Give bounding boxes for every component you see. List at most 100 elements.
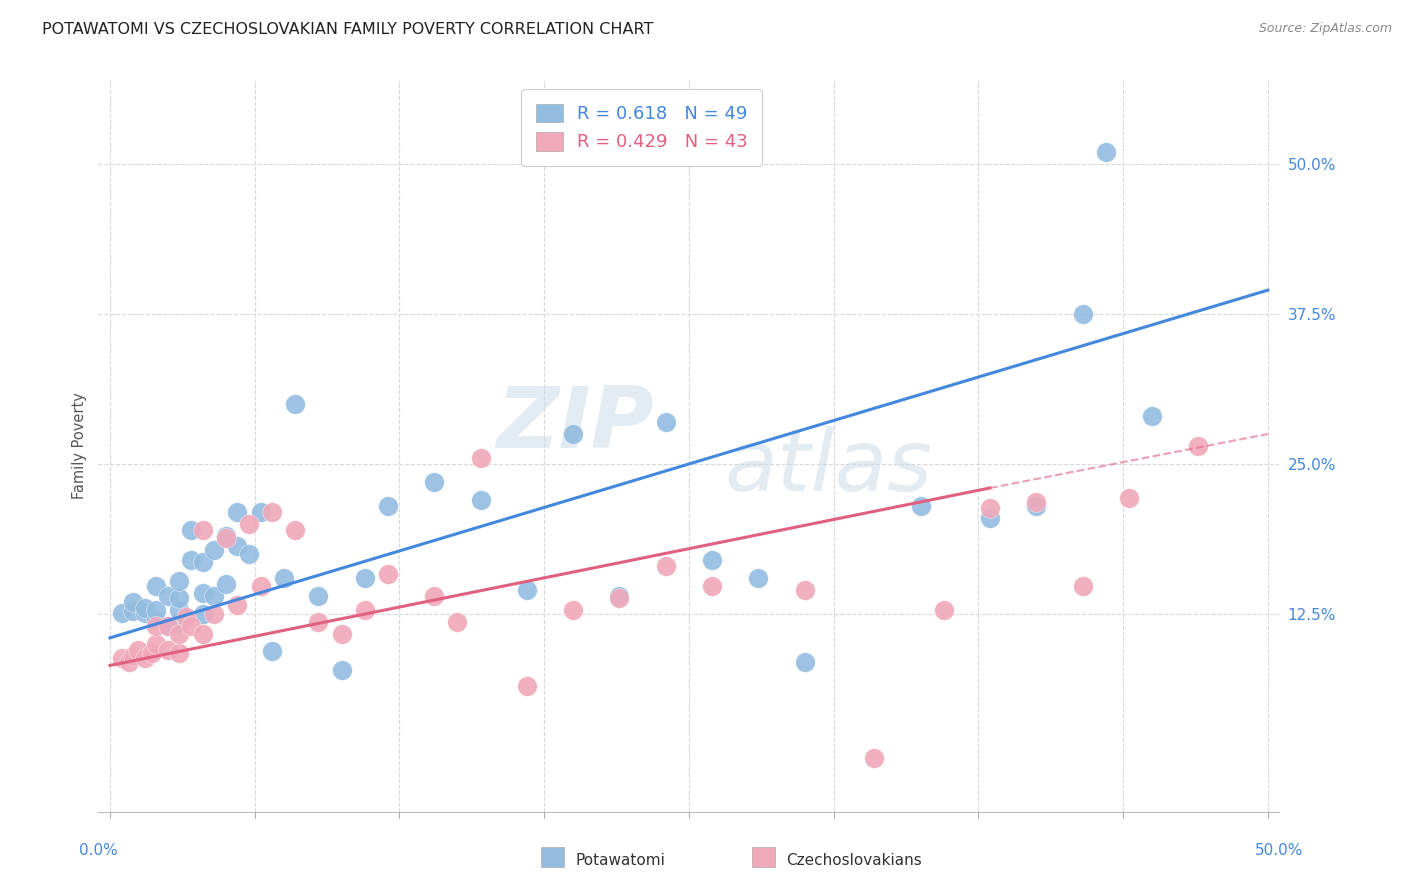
Point: [238, 516, 260, 531]
Point: [609, 591, 631, 606]
Point: [609, 589, 631, 603]
Point: [470, 450, 492, 465]
Point: [249, 505, 271, 519]
Point: [562, 427, 585, 442]
Point: [747, 571, 769, 585]
Point: [191, 607, 214, 621]
Point: [793, 582, 815, 597]
Point: [169, 574, 191, 589]
Point: [1118, 491, 1140, 505]
Point: [700, 579, 723, 593]
Point: [562, 603, 585, 617]
Point: [215, 577, 238, 591]
Point: [180, 553, 202, 567]
Point: [273, 571, 295, 585]
Point: [110, 651, 132, 665]
Point: [202, 543, 225, 558]
Point: [655, 558, 678, 573]
Point: [169, 627, 191, 641]
Text: Czechoslovakians: Czechoslovakians: [786, 854, 922, 868]
Point: [156, 589, 179, 603]
Point: [910, 499, 932, 513]
Legend: R = 0.618   N = 49, R = 0.429   N = 43: R = 0.618 N = 49, R = 0.429 N = 43: [522, 89, 762, 166]
Point: [145, 637, 167, 651]
Point: [979, 501, 1001, 516]
Point: [377, 499, 399, 513]
Point: [249, 579, 271, 593]
Point: [215, 532, 238, 546]
Point: [307, 615, 329, 630]
Point: [134, 606, 156, 620]
Point: [1025, 495, 1047, 509]
Point: [202, 589, 225, 603]
Point: [863, 751, 886, 765]
Point: [377, 567, 399, 582]
Point: [169, 615, 191, 630]
Text: Potawatomi: Potawatomi: [575, 854, 665, 868]
Point: [169, 591, 191, 606]
Point: [117, 655, 139, 669]
Point: [122, 648, 145, 663]
Point: [226, 505, 249, 519]
Point: [655, 415, 678, 429]
Point: [700, 553, 723, 567]
Point: [122, 605, 145, 619]
Point: [156, 619, 179, 633]
Point: [156, 619, 179, 633]
Y-axis label: Family Poverty: Family Poverty: [72, 392, 87, 500]
Point: [145, 613, 167, 627]
Point: [180, 523, 202, 537]
Point: [202, 607, 225, 621]
Point: [1071, 579, 1094, 593]
Point: [191, 627, 214, 641]
Point: [122, 595, 145, 609]
Text: atlas: atlas: [724, 426, 932, 509]
Text: ZIP: ZIP: [496, 383, 654, 466]
Point: [1140, 409, 1163, 423]
Point: [169, 603, 191, 617]
Point: [127, 643, 149, 657]
Point: [932, 603, 955, 617]
Point: [516, 679, 538, 693]
Point: [110, 606, 132, 620]
Point: [353, 603, 375, 617]
Point: [284, 397, 307, 411]
Point: [353, 571, 375, 585]
Point: [191, 523, 214, 537]
Point: [134, 651, 156, 665]
Point: [141, 647, 163, 661]
Point: [1025, 499, 1047, 513]
Point: [191, 586, 214, 600]
Text: 50.0%: 50.0%: [1256, 843, 1303, 858]
Point: [134, 600, 156, 615]
Point: [145, 603, 167, 617]
Point: [226, 539, 249, 553]
Point: [215, 529, 238, 543]
Text: 0.0%: 0.0%: [79, 843, 118, 858]
Text: Source: ZipAtlas.com: Source: ZipAtlas.com: [1258, 22, 1392, 36]
Point: [191, 555, 214, 569]
Point: [307, 589, 329, 603]
Point: [180, 619, 202, 633]
Point: [262, 644, 284, 658]
Point: [979, 511, 1001, 525]
Point: [446, 615, 468, 630]
Point: [145, 579, 167, 593]
Point: [1094, 145, 1116, 160]
Point: [793, 655, 815, 669]
Point: [169, 647, 191, 661]
Point: [176, 610, 198, 624]
Point: [284, 523, 307, 537]
Point: [1071, 307, 1094, 321]
Point: [330, 663, 353, 677]
Point: [470, 492, 492, 507]
Point: [1187, 439, 1209, 453]
Point: [330, 627, 353, 641]
Point: [423, 589, 446, 603]
Point: [145, 619, 167, 633]
Point: [238, 547, 260, 561]
Text: POTAWATOMI VS CZECHOSLOVAKIAN FAMILY POVERTY CORRELATION CHART: POTAWATOMI VS CZECHOSLOVAKIAN FAMILY POV…: [42, 22, 654, 37]
Point: [156, 643, 179, 657]
Point: [226, 599, 249, 613]
Point: [423, 475, 446, 489]
